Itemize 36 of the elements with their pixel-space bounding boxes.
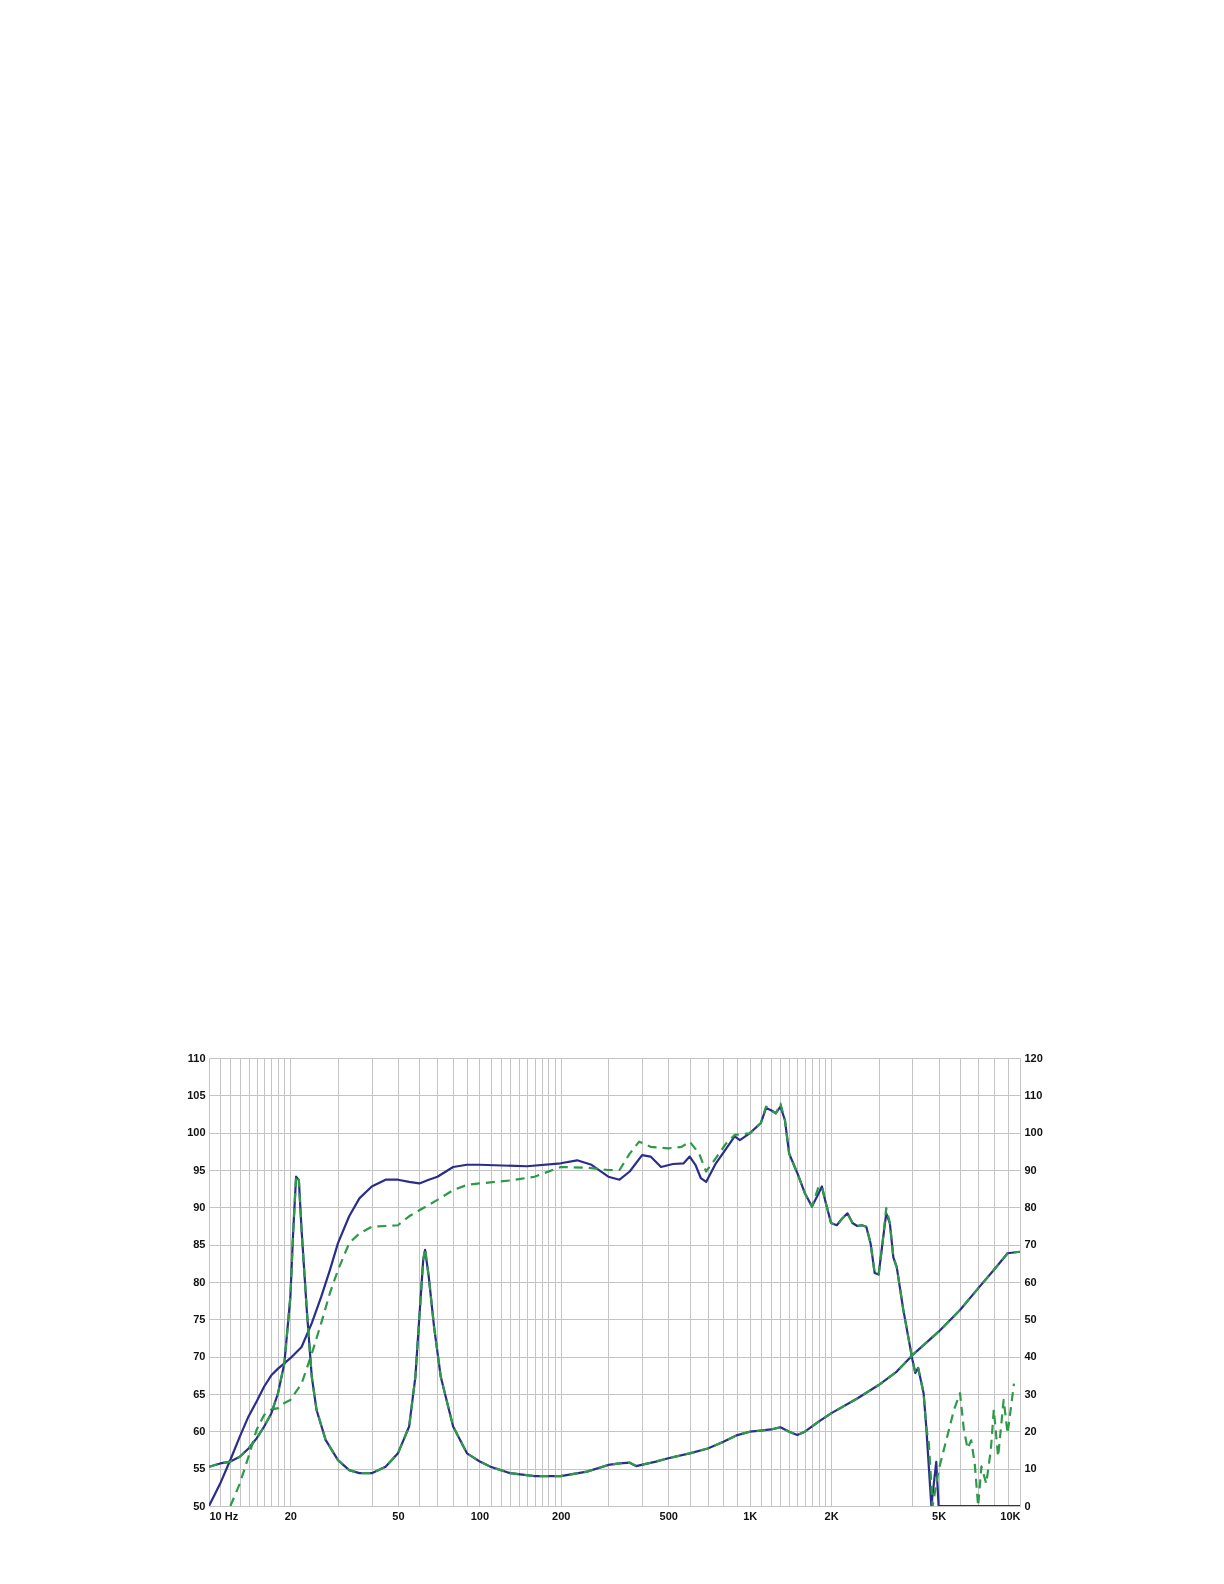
x-tick-label: 100 [470,1509,490,1522]
y-tick-label: 90 [193,1200,206,1213]
x-tick-label: 10 Hz [209,1509,239,1522]
x-tick-label: 20 [284,1509,297,1522]
y2-tick-label: 80 [1024,1200,1037,1213]
y-tick-label: 70 [193,1350,206,1363]
y2-tick-label: 20 [1024,1424,1037,1437]
y-tick-label: 85 [193,1238,206,1251]
x-tick-label: 10K [1000,1509,1021,1522]
y-tick-label: 55 [193,1462,206,1475]
y2-tick-label: 70 [1024,1238,1037,1251]
y-tick-label: 65 [193,1387,206,1400]
x-tick-label: 500 [659,1509,678,1522]
y2-tick-label: 40 [1024,1350,1037,1363]
y-tick-label: 75 [193,1312,206,1325]
x-tick-label: 2K [824,1509,839,1522]
y2-tick-label: 10 [1024,1462,1037,1475]
x-tick-label: 50 [392,1509,405,1522]
y2-tick-label: 30 [1024,1387,1037,1400]
y-tick-label: 95 [193,1163,206,1176]
y-tick-label: 100 [187,1126,206,1139]
y-tick-label: 60 [193,1424,206,1437]
x-tick-label: 5K [932,1509,947,1522]
y2-tick-label: 50 [1024,1312,1037,1325]
y2-tick-label: 100 [1024,1126,1043,1139]
y2-tick-label: 0 [1024,1499,1031,1512]
y2-tick-label: 60 [1024,1275,1037,1288]
y-tick-label: 110 [187,1051,206,1064]
y2-tick-label: 90 [1024,1163,1037,1176]
y-tick-label: 50 [193,1499,206,1512]
y-tick-label: 105 [187,1088,206,1101]
y2-tick-label: 110 [1024,1088,1043,1101]
y2-tick-label: 120 [1024,1051,1043,1064]
y-tick-label: 80 [193,1275,206,1288]
x-tick-label: 200 [552,1509,571,1522]
x-tick-label: 1K [743,1509,758,1522]
